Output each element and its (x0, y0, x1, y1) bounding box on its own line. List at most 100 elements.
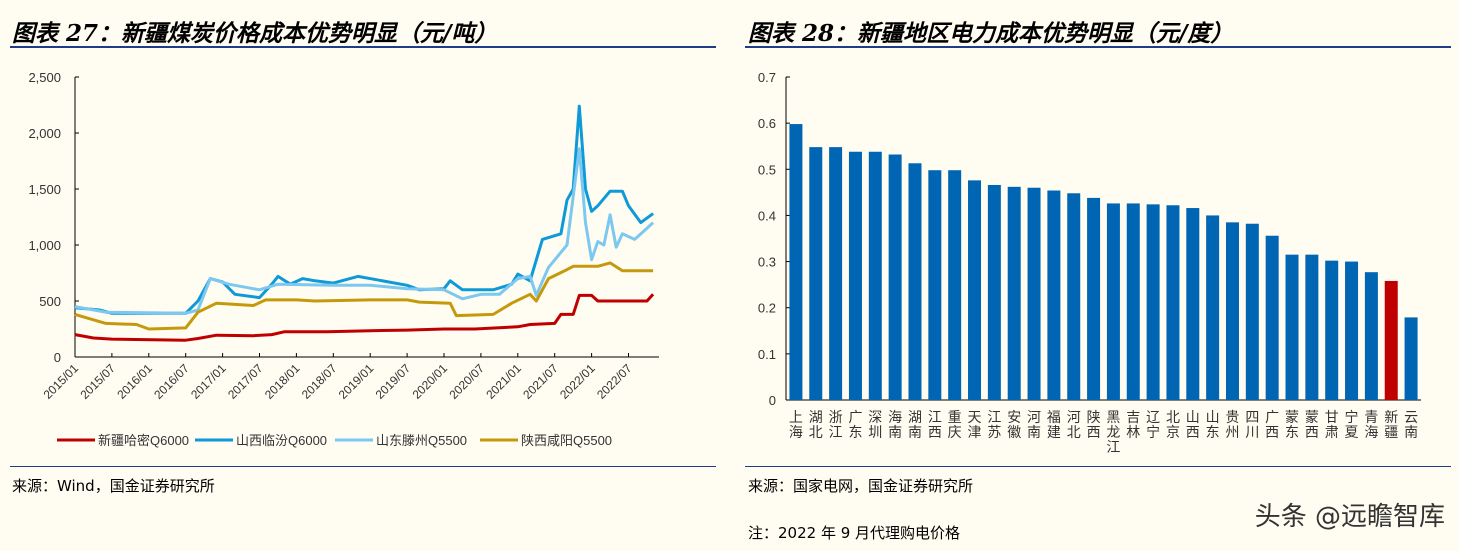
bar-category-label: 西 (1087, 424, 1101, 440)
bar-category-label: 江 (1106, 439, 1120, 455)
bar-category-label: 林 (1126, 424, 1140, 440)
bar-category-label: 江 (987, 409, 1001, 425)
bar-category-label: 西 (1305, 424, 1319, 440)
bar-蒙东 (1285, 254, 1299, 400)
legend-label: 陕西咸阳Q5500 (521, 433, 612, 448)
right-title-rule (745, 46, 1451, 48)
bar-浙江 (829, 147, 843, 400)
left-source-rule (10, 466, 716, 467)
bar-y-tick-label: 0.4 (758, 208, 776, 223)
bar-category-label: 上 (789, 409, 803, 425)
bar-category-label: 北 (1166, 409, 1180, 425)
bar-上海 (789, 124, 803, 401)
bar-category-label: 州 (1225, 424, 1239, 440)
bar-category-label: 北 (809, 424, 823, 440)
series-line-2 (74, 104, 654, 315)
bar-甘肃 (1325, 260, 1339, 400)
y-tick-label: 2,000 (28, 126, 61, 141)
bar-category-label: 海 (789, 424, 803, 440)
x-tick-label: 2019/07 (373, 361, 414, 402)
bar-深圳 (868, 151, 882, 400)
bar-y-tick-label: 0.5 (758, 162, 776, 177)
right-source: 来源：国家电网，国金证券研究所 (748, 477, 974, 495)
bar-category-label: 福 (1047, 409, 1061, 425)
bar-四川 (1245, 223, 1259, 400)
bar-贵州 (1225, 222, 1239, 400)
bar-青海 (1364, 272, 1378, 400)
bar-河北 (1067, 193, 1081, 400)
bar-广东 (848, 151, 862, 400)
bar-category-label: 青 (1364, 409, 1378, 425)
bar-category-label: 新 (1384, 409, 1398, 425)
bar-陕西 (1087, 197, 1101, 400)
bar-category-label: 海 (888, 409, 902, 425)
bar-category-label: 黑 (1106, 409, 1120, 425)
bar-category-label: 南 (888, 424, 902, 440)
bar-宁夏 (1345, 261, 1359, 400)
bar-category-label: 肃 (1325, 424, 1339, 440)
legend-label: 新疆哈密Q6000 (98, 433, 189, 448)
bar-category-label: 河 (1067, 409, 1081, 425)
bar-category-label: 龙 (1106, 424, 1120, 440)
bar-category-label: 陕 (1087, 409, 1101, 425)
bar-河南 (1027, 187, 1041, 400)
x-tick-label: 2015/01 (41, 361, 82, 402)
bar-category-label: 安 (1007, 409, 1021, 425)
bar-category-label: 广 (1265, 409, 1279, 425)
bar-y-tick-label: 0.6 (758, 116, 776, 131)
series-line-3 (74, 147, 655, 315)
bar-category-label: 夏 (1345, 424, 1359, 440)
bar-category-label: 河 (1027, 409, 1041, 425)
bar-江西 (928, 170, 942, 400)
x-tick-label: 2020/01 (410, 361, 451, 402)
bar-湖南 (908, 163, 922, 400)
bar-y-tick-label: 0.3 (758, 255, 776, 270)
x-tick-label: 2021/07 (520, 361, 561, 402)
bar-category-label: 云 (1404, 409, 1418, 425)
x-tick-label: 2019/01 (336, 361, 377, 402)
bar-y-tick-label: 0.1 (758, 347, 776, 362)
bar-category-label: 蒙 (1285, 409, 1299, 425)
bar-category-label: 东 (1206, 424, 1220, 440)
x-tick-label: 2016/07 (151, 361, 192, 402)
legend-label: 山东滕州Q5500 (376, 433, 467, 448)
x-tick-label: 2021/01 (483, 361, 524, 402)
bar-category-label: 江 (829, 424, 843, 440)
bar-category-label: 南 (908, 424, 922, 440)
bar-山东 (1206, 215, 1220, 400)
bar-category-label: 天 (968, 409, 982, 425)
bar-category-label: 蒙 (1305, 409, 1319, 425)
right-chart-title: 图表 28：新疆地区电力成本优势明显（元/度） (748, 20, 1234, 47)
x-tick-label: 2022/01 (557, 361, 598, 402)
bar-category-label: 江 (928, 409, 942, 425)
bar-category-label: 庆 (948, 424, 962, 440)
bar-江苏 (987, 184, 1001, 400)
x-tick-label: 2018/07 (299, 361, 340, 402)
bar-海南 (888, 154, 902, 400)
bar-category-label: 川 (1245, 424, 1259, 440)
bar-福建 (1047, 190, 1061, 400)
bar-category-label: 山 (1186, 409, 1200, 425)
x-tick-label: 2015/07 (77, 361, 118, 402)
bar-category-label: 辽 (1146, 409, 1160, 425)
bar-云南 (1404, 317, 1418, 400)
bar-category-label: 贵 (1225, 409, 1239, 425)
bar-吉林 (1126, 203, 1140, 400)
bar-湖北 (809, 147, 823, 400)
bar-山西 (1186, 208, 1200, 400)
bar-category-label: 广 (848, 409, 862, 425)
bar-category-label: 西 (1265, 424, 1279, 440)
bar-category-label: 京 (1166, 424, 1180, 440)
bar-category-label: 西 (928, 424, 942, 440)
bar-新疆 (1384, 280, 1398, 400)
right-source-rule (745, 466, 1451, 467)
legend-label: 山西临汾Q6000 (236, 433, 327, 448)
bar-category-label: 圳 (868, 424, 882, 440)
bar-黑龙江 (1106, 203, 1120, 400)
bar-天津 (968, 180, 982, 400)
bar-category-label: 宁 (1345, 409, 1359, 425)
x-tick-label: 2016/01 (114, 361, 155, 402)
left-chart-title: 图表 27：新疆煤炭价格成本优势明显（元/吨） (12, 20, 498, 47)
bar-category-label: 重 (948, 409, 962, 425)
bar-重庆 (948, 170, 962, 400)
